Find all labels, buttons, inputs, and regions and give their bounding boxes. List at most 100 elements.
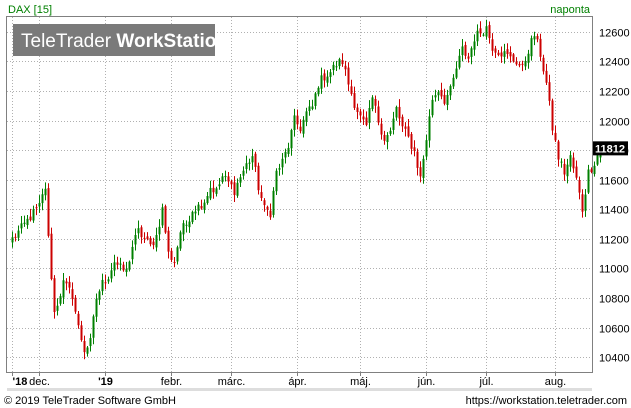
candle <box>398 99 401 126</box>
x-tick-label: dec. <box>29 376 50 388</box>
candle <box>533 31 536 46</box>
candle <box>257 162 260 195</box>
candles <box>11 19 602 360</box>
candle <box>563 158 566 181</box>
candle <box>479 21 482 38</box>
candle <box>158 219 161 241</box>
candle <box>350 79 353 96</box>
candle <box>359 108 362 123</box>
candle <box>74 295 77 314</box>
candle <box>233 176 236 203</box>
candle <box>119 257 122 271</box>
candle <box>263 198 266 212</box>
candle <box>182 220 185 242</box>
candle <box>65 278 68 291</box>
candle <box>395 105 398 121</box>
candle <box>482 32 485 37</box>
candle <box>281 152 284 175</box>
candle <box>503 43 506 64</box>
candle <box>80 320 83 342</box>
candle <box>95 293 98 323</box>
candle <box>134 228 137 251</box>
candle <box>35 204 38 216</box>
candle <box>416 148 419 176</box>
candle <box>29 208 32 222</box>
candle <box>437 90 440 101</box>
candle <box>293 108 296 137</box>
candle <box>191 210 194 225</box>
y-axis: 1040010600108001100011200114001160011800… <box>599 28 630 365</box>
candle <box>152 237 155 250</box>
candle <box>236 178 239 198</box>
footer-url[interactable]: https://workstation.teletrader.com <box>466 395 627 407</box>
x-tick-label: márc. <box>218 376 246 388</box>
candle <box>20 216 23 234</box>
candle <box>383 130 386 145</box>
candle <box>356 103 359 120</box>
candle <box>524 56 527 71</box>
candle <box>389 127 392 136</box>
candle <box>377 100 380 126</box>
candle <box>41 188 44 211</box>
candle <box>197 201 200 216</box>
candle <box>371 95 374 112</box>
candle <box>473 34 476 56</box>
candle <box>107 276 110 284</box>
candle <box>314 92 317 110</box>
y-tick-label: 12000 <box>599 117 630 129</box>
candle <box>374 95 377 113</box>
candle <box>467 52 470 63</box>
candle <box>506 43 509 59</box>
candle <box>335 60 338 71</box>
candle <box>368 100 371 130</box>
candle <box>167 226 170 259</box>
y-tick-label: 11200 <box>599 235 629 247</box>
candle <box>44 182 47 201</box>
candle <box>458 48 461 70</box>
candle <box>224 170 227 182</box>
candle <box>362 109 365 125</box>
grid <box>7 17 592 372</box>
candle <box>227 172 230 187</box>
candle <box>518 61 521 68</box>
candle <box>122 261 125 272</box>
candle <box>296 109 299 130</box>
candle <box>146 232 149 241</box>
candle <box>305 107 308 127</box>
x-tick-label: máj. <box>350 376 371 388</box>
candle <box>176 245 179 265</box>
candle <box>98 289 101 305</box>
candle <box>581 189 584 218</box>
candle <box>323 69 326 88</box>
candle <box>425 134 428 161</box>
candle <box>332 61 335 76</box>
candle <box>194 205 197 221</box>
candle <box>248 158 251 171</box>
candle <box>428 109 431 148</box>
candle <box>311 99 314 111</box>
candle <box>290 128 293 156</box>
scrollbar-track[interactable] <box>7 388 592 391</box>
candle <box>239 173 242 187</box>
candle <box>572 152 575 173</box>
copyright-text: © 2019 TeleTrader Software GmbH <box>4 395 176 407</box>
candle <box>485 19 488 40</box>
candle <box>242 166 245 180</box>
candle <box>392 111 395 135</box>
candle <box>575 160 578 180</box>
watermark-brand-bold: WorkStation <box>116 31 228 52</box>
candle <box>566 158 569 184</box>
candle <box>206 192 209 205</box>
candle <box>569 150 572 172</box>
watermark-brand-plain: TeleTrader <box>21 31 116 52</box>
candle <box>38 195 41 213</box>
candle <box>179 230 182 251</box>
candle <box>56 298 59 316</box>
instrument-label: DAX [15] <box>8 4 52 16</box>
candle <box>185 220 188 233</box>
candle <box>68 276 71 294</box>
candle <box>50 227 53 281</box>
candle <box>278 163 281 176</box>
candle <box>170 247 173 263</box>
